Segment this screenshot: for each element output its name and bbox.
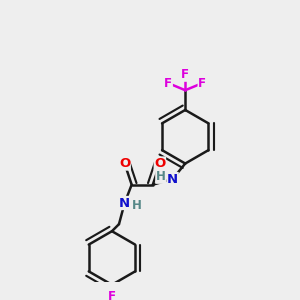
- Text: H: H: [156, 170, 166, 183]
- Text: H: H: [131, 199, 141, 212]
- Text: F: F: [108, 290, 116, 300]
- Text: F: F: [164, 77, 172, 90]
- Text: N: N: [167, 172, 178, 185]
- Text: O: O: [154, 157, 166, 170]
- Text: F: F: [198, 77, 206, 90]
- Text: O: O: [119, 157, 130, 170]
- Text: F: F: [181, 68, 189, 81]
- Text: N: N: [119, 196, 130, 209]
